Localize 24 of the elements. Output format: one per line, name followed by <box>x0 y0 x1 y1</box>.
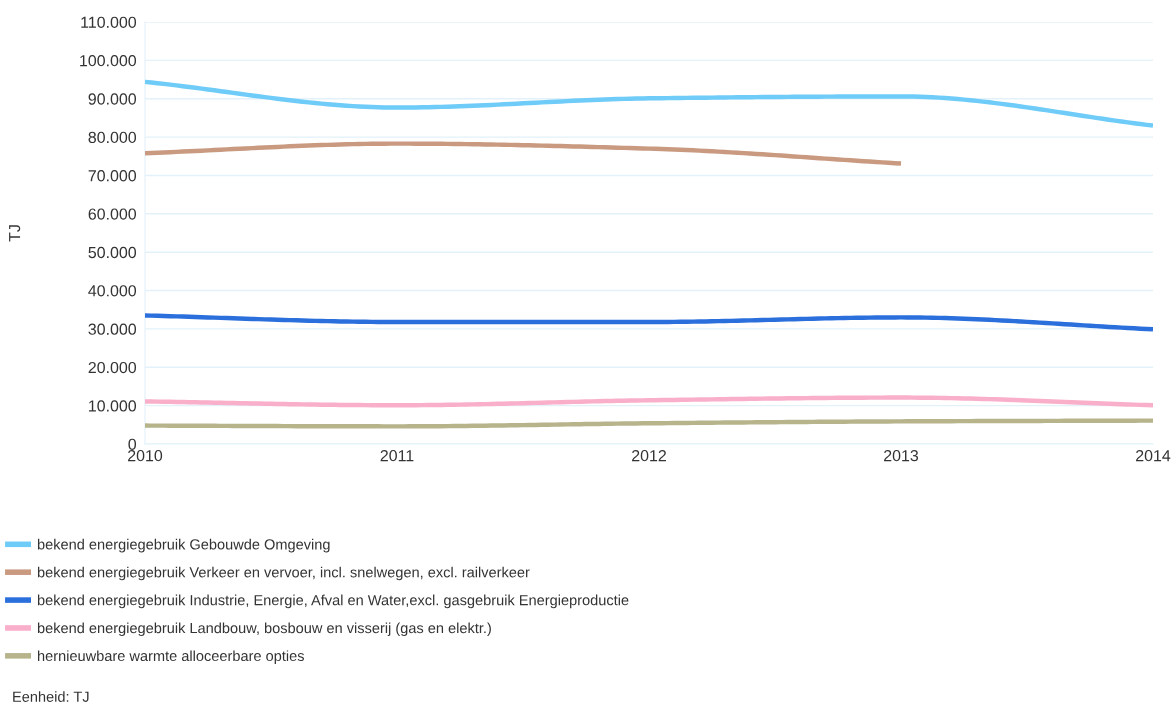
x-tick-label: 2010 <box>128 449 163 462</box>
y-tick-label: 60.000 <box>88 208 137 220</box>
y-tick-label: 70.000 <box>88 170 137 182</box>
x-tick-label: 2012 <box>632 449 666 462</box>
text: Eenheid: TJ <box>13 691 89 702</box>
y-tick-label: 10.000 <box>89 400 137 412</box>
y-tick-label: 30.000 <box>88 323 137 335</box>
y-tick-label: 80.000 <box>88 131 137 144</box>
legend-label: bekend energiegebruik Landbouw, bosbouw en visserij (gas en elektr.) <box>37 622 491 637</box>
y-tick-label: 100.000 <box>80 55 137 67</box>
legend-label: bekend energiegebruik Verkeer en vervoer, incl. snelwegen, excl. railverkeer <box>37 566 530 581</box>
x-tick-label: 2014 <box>1136 449 1171 462</box>
y-tick-label: 40.000 <box>88 285 137 297</box>
y-tick-label: 0 <box>128 438 137 450</box>
legend-label: hernieuwbare warmte alloceerbare opties <box>38 650 304 664</box>
legend-label: bekend energiegebruik Industrie, Energie, Afval en Water,excl. gasgebruik Energieproductie <box>37 594 629 609</box>
x-tick-label: 2011 <box>380 449 414 462</box>
legend-label: bekend energiegebruik Gebouwde Omgeving <box>37 538 330 553</box>
y-tick-label: 110.000 <box>81 16 137 28</box>
y-tick-label: 90.000 <box>88 93 137 105</box>
y-tick-label: 50.000 <box>88 246 137 259</box>
x-tick-label: 2013 <box>884 449 919 462</box>
y-axis-title: TJ <box>9 225 21 242</box>
y-tick-label: 20.000 <box>88 361 137 374</box>
